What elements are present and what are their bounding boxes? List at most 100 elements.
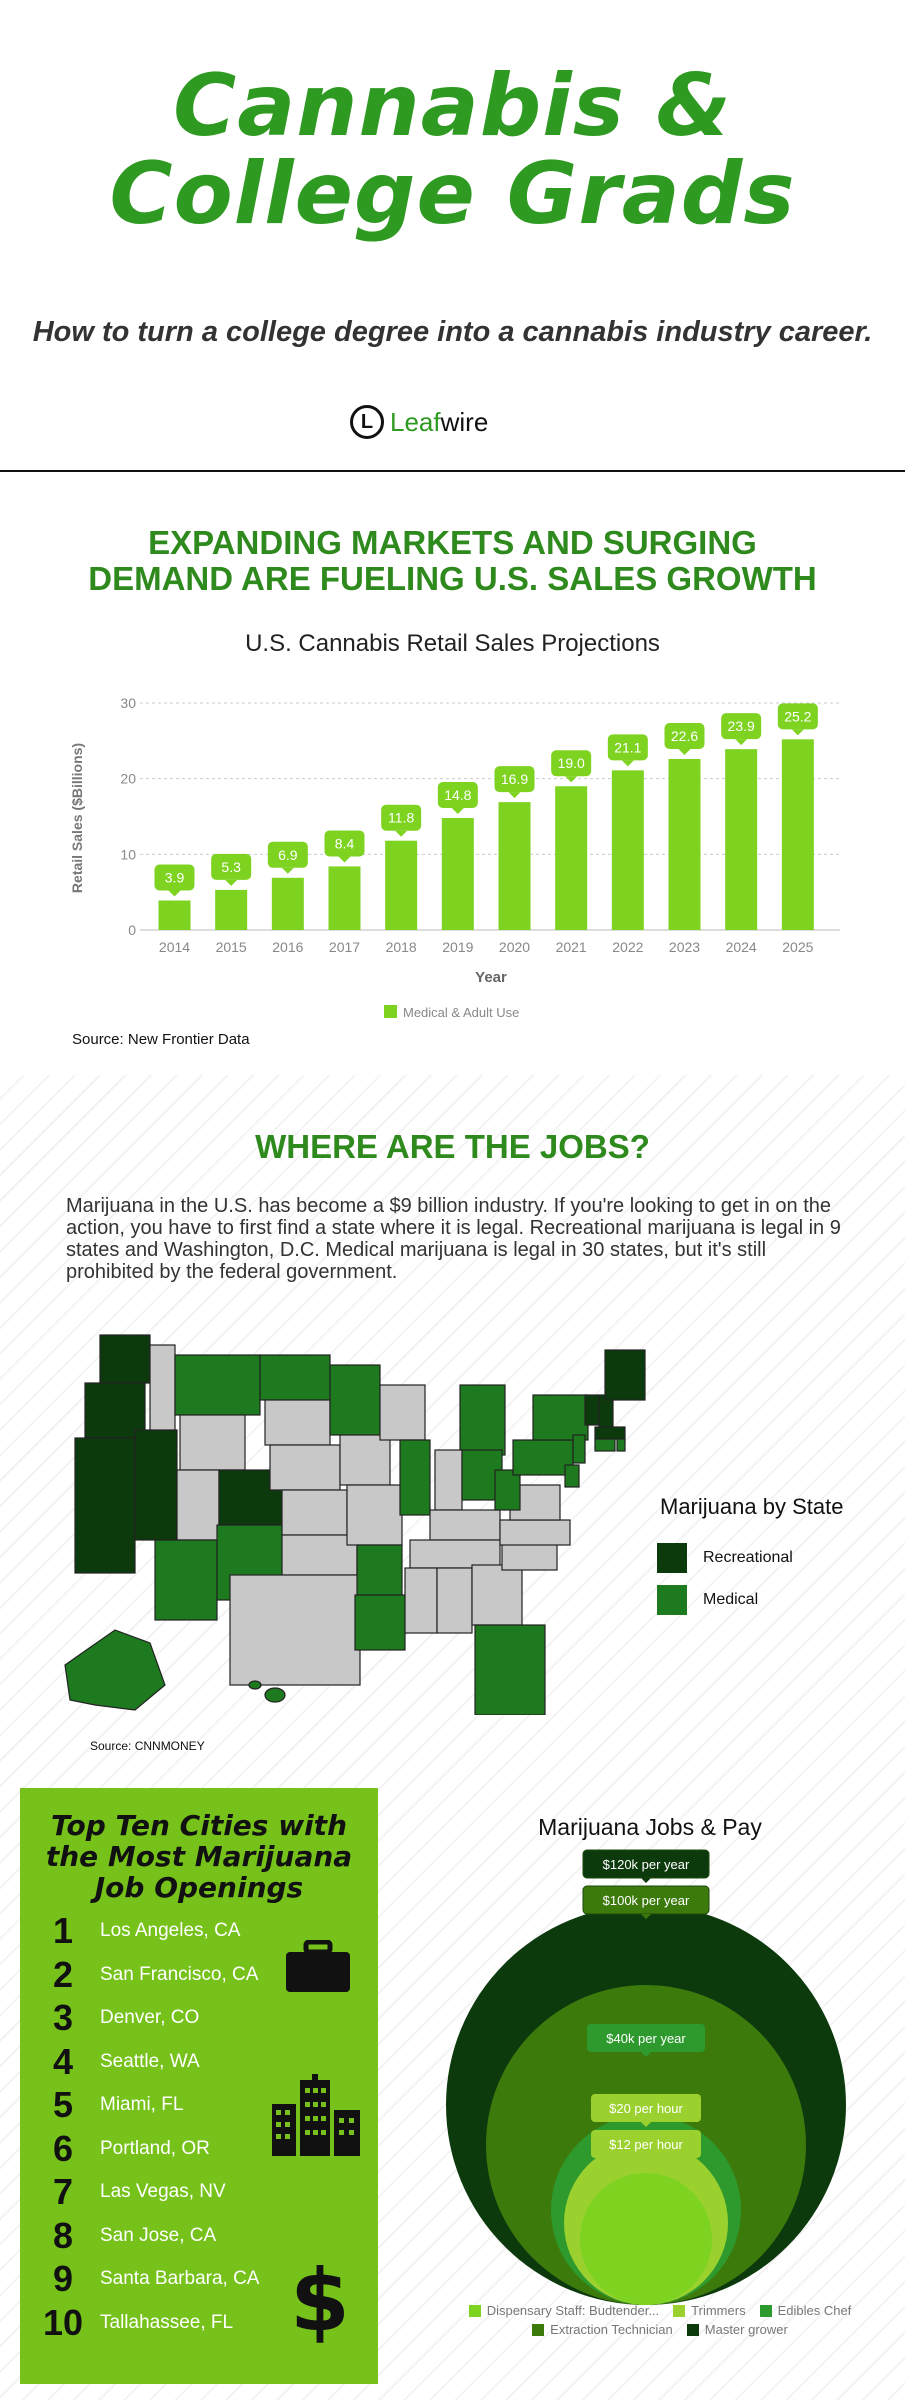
pay-label-pointer — [641, 2158, 651, 2163]
state-hi-island — [248, 1680, 262, 1690]
pay-data-label: $120k per year — [603, 1857, 690, 1872]
city-name: Denver, CO — [100, 2007, 200, 2028]
value-label-box — [777, 703, 818, 730]
value-label-box — [437, 782, 478, 809]
value-label-pointer — [168, 890, 181, 897]
value-label-pointer — [735, 739, 748, 746]
y-tick-label: 0 — [128, 922, 136, 938]
value-label-pointer — [508, 792, 521, 799]
pay-data-label: $40k per year — [606, 2031, 686, 2046]
value-label-pointer — [791, 729, 804, 736]
bar — [611, 770, 644, 930]
pay-legend-label: Edibles Chef — [777, 2303, 852, 2318]
pay-data-label: $20 per hour — [609, 2101, 683, 2116]
pay-label-pointer — [641, 1914, 651, 1919]
sales-bar-chart: Retail Sales ($Billions) Year Medical & … — [69, 695, 840, 1020]
state-nd — [259, 1354, 331, 1401]
medical-swatch — [657, 1585, 687, 1615]
value-label-pointer — [395, 830, 408, 837]
state-mn — [329, 1364, 381, 1436]
pay-label-pointer — [641, 2052, 651, 2057]
state-il — [399, 1439, 431, 1516]
state-ok — [281, 1534, 358, 1576]
city-list-item: 6 Portland, OR — [36, 2128, 210, 2170]
state-mi — [459, 1384, 506, 1456]
briefcase-icon — [286, 1940, 350, 1992]
x-tick-label: 2017 — [329, 939, 360, 955]
city-name: Santa Barbara, CA — [100, 2268, 260, 2289]
jobs-heading: WHERE ARE THE JOBS? — [255, 1128, 650, 1165]
data-label: 16.9 — [501, 771, 528, 787]
legend-recreational-label: Recreational — [703, 1549, 793, 1566]
city-rank: 3 — [52, 1997, 74, 2038]
state-mt — [174, 1354, 261, 1416]
y-tick-label: 30 — [120, 695, 136, 711]
x-tick-label: 2019 — [442, 939, 473, 955]
value-label-pointer — [621, 760, 634, 767]
data-label: 5.3 — [221, 859, 241, 875]
city-list-item: 9 Santa Barbara, CA — [36, 2258, 260, 2300]
city-rank: 6 — [52, 2127, 74, 2169]
logo-wire-text: wire — [440, 406, 489, 437]
top-cities-title-line1: Top Ten Cities with — [51, 1809, 347, 1842]
state-ut — [176, 1469, 220, 1541]
state-ks — [281, 1489, 348, 1536]
city-rank: 10 — [42, 2301, 84, 2343]
state-ia — [339, 1434, 391, 1486]
legend-swatch — [384, 1005, 397, 1018]
pay-legend-item: Dispensary Staff: Budtender... — [468, 2303, 659, 2318]
value-label-box — [267, 841, 308, 868]
value-label-box — [381, 804, 422, 831]
city-list-item: 1 Los Angeles, CA — [36, 1910, 241, 1952]
state-ct — [594, 1438, 616, 1452]
x-tick-label: 2022 — [612, 939, 643, 955]
bar — [385, 840, 418, 930]
city-name: Portland, OR — [100, 2137, 210, 2159]
top-cities-title: Top Ten Cities with the Most Marijuana J… — [20, 1810, 378, 1903]
pay-legend-item: Edibles Chef — [759, 2303, 852, 2318]
bar — [271, 877, 304, 930]
state-wy — [179, 1414, 246, 1471]
pay-legend-swatch — [673, 2304, 686, 2317]
x-tick-label: 2021 — [556, 939, 587, 955]
x-tick-label: 2020 — [499, 939, 530, 955]
sales-heading-line1: EXPANDING MARKETS AND SURGING — [148, 524, 757, 561]
state-nc — [499, 1519, 571, 1546]
data-label: 21.1 — [614, 739, 641, 755]
legend-label: Medical & Adult Use — [403, 1005, 519, 1020]
city-list-item: 4 Seattle, WA — [36, 2041, 200, 2083]
bar — [215, 889, 248, 930]
data-label: 14.8 — [444, 787, 471, 803]
pay-nested-circles-chart: $120k per year $100k per year $40k per yea… — [446, 1849, 846, 2305]
pay-legend-swatch — [532, 2323, 545, 2336]
state-ma — [594, 1426, 626, 1440]
dollar-sign-icon: $ — [290, 2251, 350, 2351]
state-ny — [532, 1394, 589, 1441]
top-cities-title-line3: Job Openings — [94, 1871, 304, 1904]
pay-legend-label: Master grower — [704, 2322, 788, 2337]
value-label-box — [494, 766, 535, 793]
us-map — [64, 1334, 646, 1715]
state-tn — [409, 1539, 501, 1569]
page-title-line2: College Grads — [109, 144, 796, 244]
leafwire-logo[interactable]: L Leafwire — [350, 405, 488, 439]
bar — [328, 866, 361, 930]
city-name: Las Vegas, NV — [100, 2181, 226, 2202]
y-tick-label: 20 — [120, 771, 136, 787]
y-tick-label: 10 — [120, 846, 136, 862]
state-id — [149, 1344, 176, 1431]
state-ga — [471, 1564, 523, 1626]
value-label-pointer — [565, 776, 578, 783]
x-tick-label: 2023 — [669, 939, 700, 955]
recreational-swatch — [657, 1543, 687, 1573]
state-ms — [404, 1567, 438, 1634]
state-ky — [429, 1509, 501, 1541]
pay-label-pointer — [641, 1878, 651, 1883]
city-rank: 5 — [52, 2084, 74, 2125]
state-wv — [494, 1469, 521, 1511]
state-in — [434, 1449, 463, 1511]
pay-circle — [580, 2173, 712, 2305]
top-cities-panel: Top Ten Cities with the Most Marijuana J… — [20, 1788, 378, 2384]
value-label-box — [721, 713, 762, 740]
city-rank: 4 — [52, 2040, 74, 2082]
